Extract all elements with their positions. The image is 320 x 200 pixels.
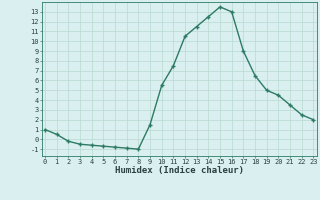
X-axis label: Humidex (Indice chaleur): Humidex (Indice chaleur) (115, 166, 244, 175)
